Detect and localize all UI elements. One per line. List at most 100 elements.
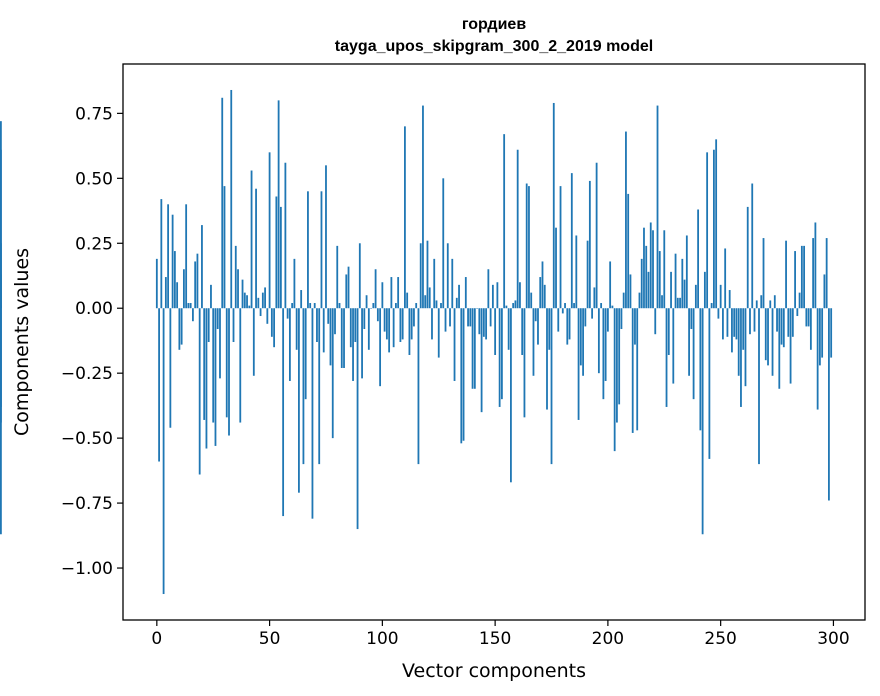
bar	[634, 308, 636, 345]
bar	[591, 308, 594, 319]
bar	[458, 284, 460, 309]
bar	[755, 300, 758, 309]
bar	[778, 308, 781, 389]
bar	[365, 295, 368, 309]
bar	[252, 308, 255, 376]
bar	[415, 303, 418, 309]
bar	[408, 308, 411, 355]
bar	[379, 308, 382, 387]
bar	[769, 300, 772, 309]
bar	[809, 308, 812, 350]
bar	[487, 269, 490, 309]
bar	[291, 303, 294, 309]
plot-frame	[122, 63, 866, 621]
bar	[645, 245, 648, 309]
bar	[573, 303, 575, 309]
bar	[347, 266, 350, 309]
bar	[212, 308, 215, 423]
bar	[336, 245, 339, 309]
bar	[622, 292, 625, 309]
bar	[575, 235, 578, 309]
bar	[699, 308, 702, 431]
bar	[473, 308, 476, 389]
bar	[318, 308, 321, 465]
bar	[178, 308, 181, 350]
bar	[494, 308, 497, 355]
bar	[692, 308, 695, 400]
bar	[237, 269, 239, 309]
bar	[155, 258, 158, 309]
bar	[426, 240, 429, 309]
bar	[270, 308, 273, 337]
bar	[629, 274, 632, 309]
bar	[246, 295, 248, 309]
bar	[225, 308, 228, 418]
bar	[320, 191, 323, 309]
bar	[453, 308, 456, 381]
x-tick-label: 50	[259, 629, 281, 649]
bar	[618, 308, 621, 405]
bar	[796, 308, 799, 317]
bar	[282, 308, 285, 517]
bar	[471, 308, 474, 389]
bar	[189, 303, 192, 309]
bar	[582, 308, 584, 376]
bar	[577, 308, 580, 420]
y-axis: −1.00 −0.75 −0.50 −0.25 0.00 0.25 0.50 0.75	[61, 104, 123, 579]
bar	[656, 105, 659, 309]
bar	[406, 292, 409, 309]
bar	[525, 183, 528, 309]
bar	[805, 308, 808, 327]
bar	[541, 261, 544, 309]
bar	[345, 274, 348, 309]
bar	[710, 303, 713, 309]
bar	[480, 308, 483, 413]
bar	[476, 308, 478, 309]
bar	[455, 297, 458, 309]
chart-title: гордиев	[462, 16, 526, 33]
bar	[821, 308, 824, 358]
bar	[399, 308, 402, 342]
bar	[726, 308, 729, 337]
bar	[304, 308, 307, 400]
bar	[440, 303, 442, 309]
bar-series	[0, 89, 833, 595]
bar	[602, 308, 605, 400]
bar	[370, 308, 372, 309]
bar	[325, 165, 327, 309]
bar	[697, 209, 700, 309]
bar	[372, 303, 375, 309]
bar	[264, 287, 266, 309]
bar	[401, 308, 404, 340]
bar	[818, 308, 821, 366]
bar	[286, 308, 289, 319]
bar	[609, 261, 612, 309]
bar	[530, 292, 533, 309]
bar	[422, 105, 424, 309]
bar	[221, 97, 224, 309]
bar	[600, 303, 603, 309]
x-tick-label: 0	[151, 629, 162, 649]
bar	[717, 308, 720, 319]
bar	[652, 230, 654, 309]
bar	[816, 308, 819, 410]
bar	[584, 308, 587, 327]
bar	[361, 308, 363, 379]
bar	[268, 152, 271, 309]
bar	[789, 308, 792, 384]
bar	[546, 308, 548, 410]
bar	[703, 271, 706, 309]
y-tick-label: 0.75	[75, 104, 113, 124]
bar	[158, 308, 160, 462]
bar	[794, 251, 796, 309]
bar	[374, 269, 377, 309]
bar	[708, 308, 711, 459]
bar	[528, 186, 530, 309]
bar	[385, 308, 388, 340]
bar	[223, 186, 226, 309]
bar	[331, 308, 334, 439]
y-tick-label: 0.25	[75, 234, 113, 254]
bar	[277, 100, 280, 309]
bar	[302, 308, 305, 465]
